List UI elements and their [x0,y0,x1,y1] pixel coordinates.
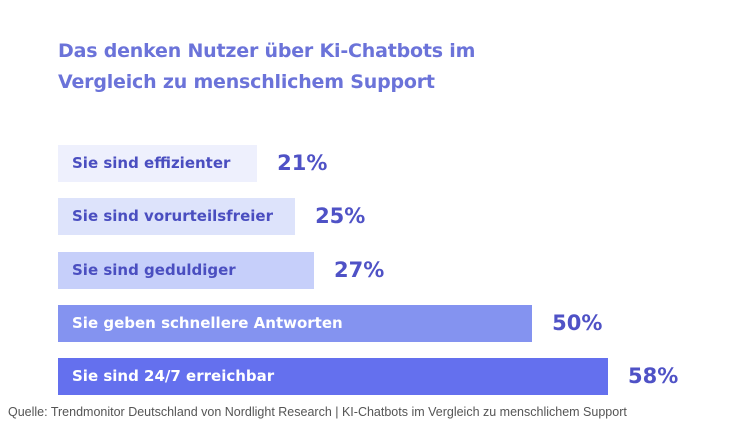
value-label: 50% [552,310,603,335]
bar: Sie sind geduldiger [58,251,315,289]
bar: Sie sind effizienter [58,145,258,182]
bar-label: Sie sind geduldiger [72,260,236,279]
value-label: 25% [315,204,366,229]
bar-label: Sie sind effizienter [72,154,231,172]
value-label: 27% [334,257,385,282]
value-label: 58% [628,364,679,389]
bar: Sie sind vorurteilsfreier [58,198,296,236]
bar-label: Sie geben schnellere Antworten [72,313,343,332]
chart-title: Das denken Nutzer über Ki-Chatbots im Ve… [58,36,475,98]
bar-label: Sie sind 24/7 erreichbar [72,367,275,386]
source-note: Quelle: Trendmonitor Deutschland von Nor… [8,405,627,419]
title-line-1: Das denken Nutzer über Ki-Chatbots im [58,40,476,62]
value-label: 21% [277,151,328,175]
bar-label: Sie sind vorurteilsfreier [72,207,273,226]
bar: Sie sind 24/7 erreichbar [58,358,608,396]
title-line-2: Vergleich zu menschlichem Support [58,71,435,93]
bar: Sie geben schnellere Antworten [58,304,533,342]
